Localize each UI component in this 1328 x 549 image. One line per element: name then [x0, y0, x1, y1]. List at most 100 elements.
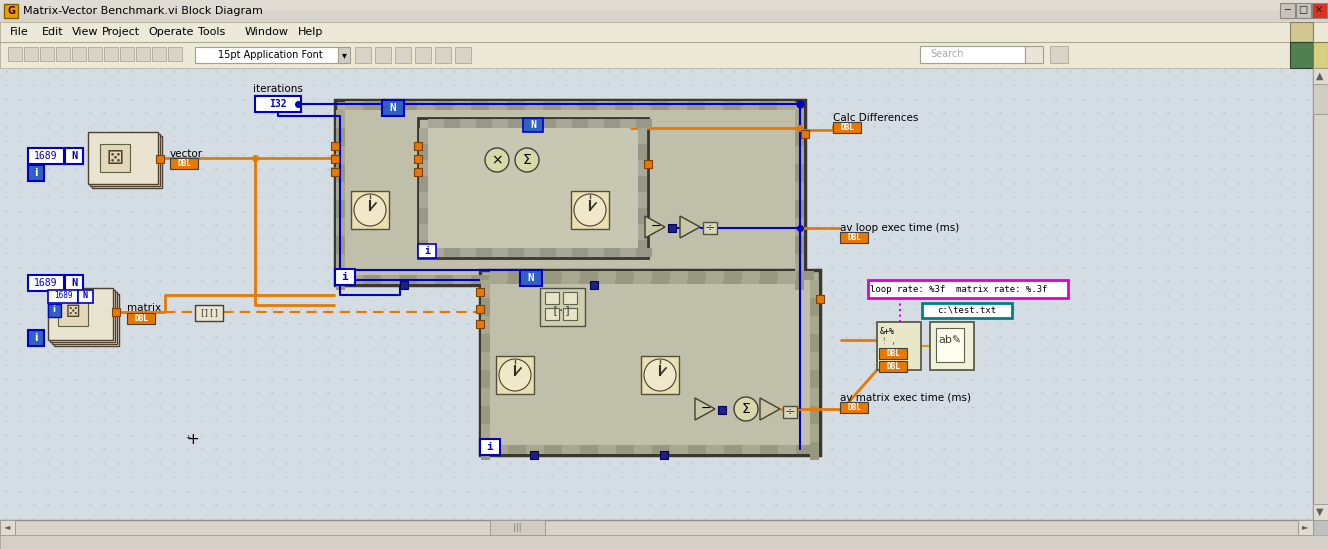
Bar: [394, 47, 410, 63]
Polygon shape: [645, 216, 665, 238]
Bar: [436, 47, 452, 63]
Bar: [428, 128, 637, 248]
Bar: [475, 119, 491, 128]
Bar: [563, 308, 576, 320]
Bar: [598, 445, 616, 454]
Bar: [54, 294, 120, 346]
Bar: [336, 272, 345, 290]
Bar: [509, 445, 526, 454]
Text: i: i: [35, 168, 37, 178]
Bar: [724, 445, 742, 454]
Bar: [660, 451, 668, 459]
Text: I32: I32: [270, 99, 287, 109]
Bar: [652, 445, 671, 454]
Bar: [127, 313, 155, 324]
Text: ! ,: ! ,: [882, 337, 896, 346]
Bar: [112, 308, 120, 316]
Bar: [544, 308, 559, 320]
Bar: [1297, 520, 1313, 535]
Bar: [420, 144, 428, 160]
Bar: [509, 271, 526, 280]
Bar: [669, 275, 687, 284]
Bar: [521, 270, 542, 286]
Bar: [795, 272, 803, 290]
Bar: [471, 101, 489, 110]
Text: Search: Search: [930, 49, 964, 59]
Bar: [841, 232, 869, 243]
Bar: [620, 248, 636, 257]
Bar: [668, 224, 676, 232]
Bar: [489, 275, 507, 284]
Bar: [400, 281, 408, 289]
Polygon shape: [760, 398, 780, 420]
Text: ab✎: ab✎: [939, 335, 961, 345]
Text: DBL: DBL: [177, 159, 191, 168]
Text: c:\test.txt: c:\test.txt: [938, 305, 996, 315]
Bar: [374, 47, 390, 63]
Text: i: i: [341, 272, 348, 282]
Bar: [1296, 3, 1311, 18]
Bar: [78, 290, 93, 303]
Bar: [345, 101, 363, 110]
Bar: [88, 47, 102, 61]
Bar: [48, 304, 61, 317]
Bar: [604, 248, 620, 257]
Bar: [760, 275, 777, 284]
Bar: [795, 254, 803, 272]
Bar: [777, 101, 795, 110]
Bar: [398, 275, 417, 284]
Bar: [580, 271, 598, 280]
Bar: [52, 292, 117, 344]
Bar: [436, 101, 453, 110]
Bar: [560, 101, 579, 110]
Bar: [633, 445, 652, 454]
Bar: [572, 119, 588, 128]
Bar: [414, 47, 432, 63]
Bar: [490, 445, 509, 454]
Bar: [562, 445, 580, 454]
Bar: [598, 101, 615, 110]
Circle shape: [515, 148, 539, 172]
Bar: [420, 208, 428, 224]
Bar: [420, 128, 428, 144]
Text: av matrix exec time (ms): av matrix exec time (ms): [841, 393, 971, 403]
Bar: [420, 224, 428, 240]
Bar: [336, 146, 345, 164]
Bar: [453, 275, 471, 284]
Bar: [331, 142, 339, 150]
Bar: [636, 119, 652, 128]
Bar: [724, 271, 742, 280]
Bar: [398, 101, 417, 110]
Bar: [540, 119, 556, 128]
Bar: [703, 222, 717, 234]
Text: File: File: [11, 27, 29, 37]
Bar: [560, 275, 579, 284]
Bar: [481, 280, 490, 298]
Bar: [509, 119, 525, 128]
Bar: [355, 47, 371, 63]
Bar: [741, 275, 760, 284]
Circle shape: [644, 359, 676, 391]
Bar: [543, 101, 560, 110]
Bar: [339, 47, 351, 63]
Text: i: i: [35, 333, 37, 343]
Text: i: i: [53, 305, 56, 315]
Bar: [90, 134, 159, 186]
Bar: [420, 160, 428, 176]
Bar: [335, 100, 805, 285]
Circle shape: [499, 359, 531, 391]
Text: DBL: DBL: [841, 123, 854, 132]
Bar: [491, 119, 509, 128]
Bar: [620, 119, 636, 128]
Bar: [0, 520, 1313, 535]
Bar: [876, 322, 922, 370]
Bar: [456, 47, 471, 63]
Bar: [331, 168, 339, 176]
Bar: [722, 275, 741, 284]
Bar: [688, 271, 706, 280]
Bar: [801, 130, 809, 138]
Bar: [479, 270, 819, 455]
Polygon shape: [680, 216, 700, 238]
Bar: [65, 148, 82, 164]
Bar: [255, 96, 301, 112]
